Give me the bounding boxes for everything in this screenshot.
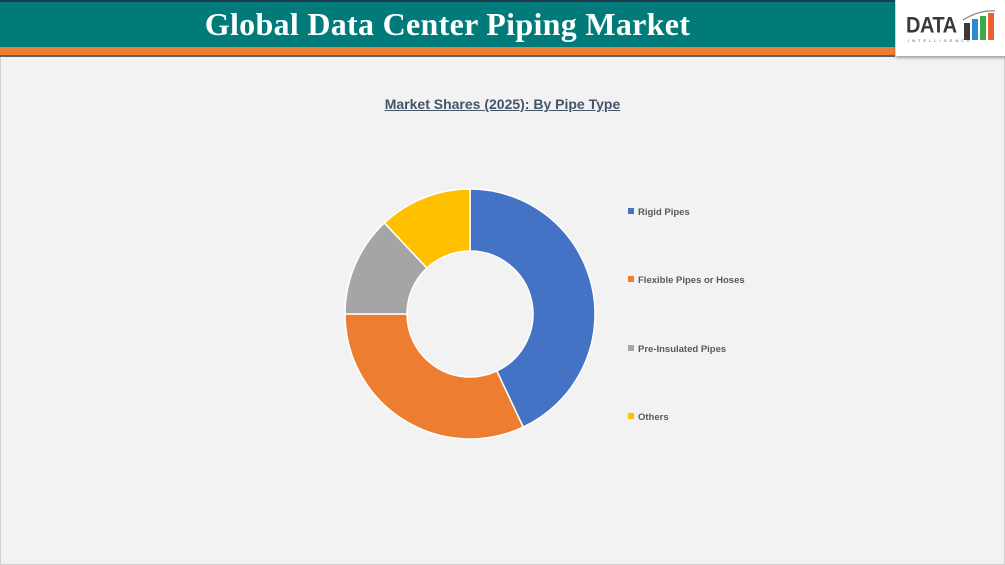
- legend-swatch-icon: [628, 276, 634, 282]
- donut-slice-others: [383, 188, 471, 270]
- donut-chart: [344, 188, 596, 440]
- legend-label: Rigid Pipes: [638, 207, 690, 218]
- company-logo: DATA INTELLIGENCE: [896, 0, 1005, 56]
- donut-slice-rigid-pipes: [469, 188, 596, 429]
- accent-stripe: [0, 47, 895, 57]
- legend-item-pre-insulated-pipes: Pre-Insulated Pipes: [628, 344, 726, 355]
- legend-label: Flexible Pipes or Hoses: [638, 275, 745, 286]
- legend-swatch-icon: [628, 345, 634, 351]
- legend-item-others: Others: [628, 412, 669, 423]
- title-banner: Global Data Center Piping Market: [0, 0, 895, 47]
- logo-subtext: INTELLIGENCE: [908, 38, 973, 43]
- donut-slice-flexible-pipes-or-hoses: [344, 313, 525, 440]
- legend-item-rigid-pipes: Rigid Pipes: [628, 207, 690, 218]
- legend-swatch-icon: [628, 413, 634, 419]
- legend-label: Pre-Insulated Pipes: [638, 344, 727, 355]
- logo-text: DATA: [906, 13, 957, 39]
- bar-chart-logo-icon: [963, 10, 996, 40]
- legend-swatch-icon: [628, 208, 634, 214]
- legend-label: Others: [638, 412, 669, 423]
- legend-item-flexible-pipes: Flexible Pipes or Hoses: [628, 275, 745, 286]
- page-title: Global Data Center Piping Market: [204, 6, 691, 42]
- chart-title: Market Shares (2025): By Pipe Type: [384, 96, 621, 112]
